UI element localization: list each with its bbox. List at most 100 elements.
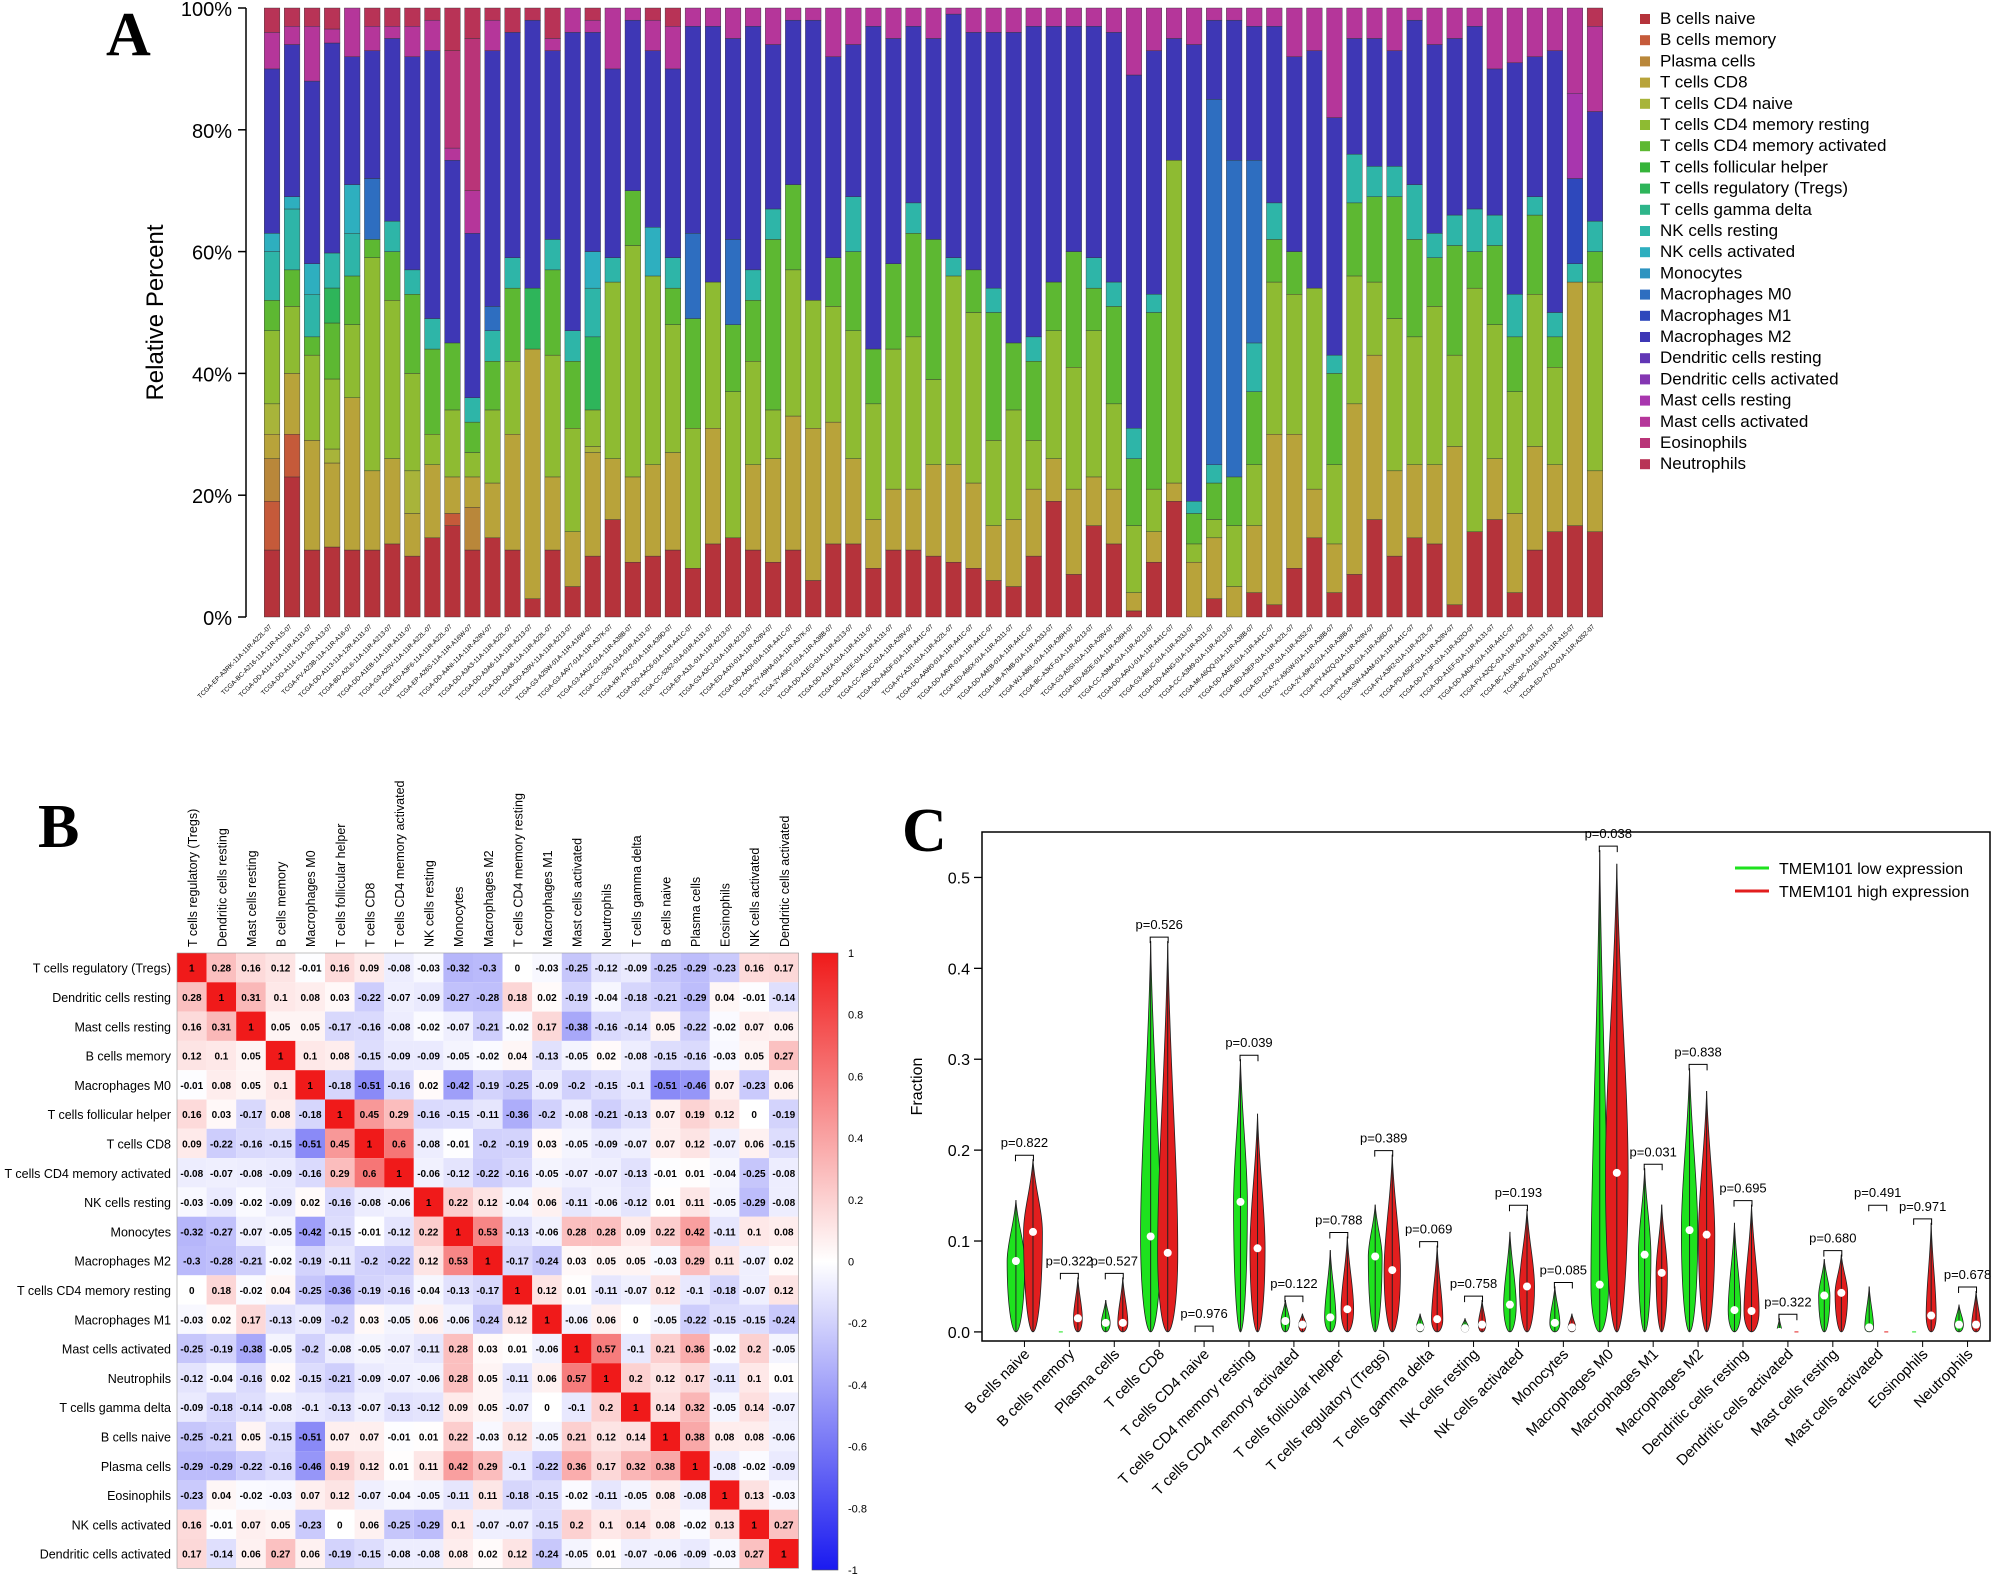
bar-segment xyxy=(1566,263,1583,283)
cell-value: -0.15 xyxy=(328,1227,351,1238)
cell-value: -0.18 xyxy=(506,1491,529,1502)
bar-segment xyxy=(1025,26,1042,338)
cell-value: -0.02 xyxy=(506,1022,529,1033)
heatmap-cell xyxy=(739,982,769,1012)
bar-segment xyxy=(945,7,962,15)
cell-value: -0.29 xyxy=(180,1462,203,1473)
bar-segment xyxy=(1386,7,1403,51)
cell-value: -0.06 xyxy=(417,1169,440,1180)
median-point xyxy=(1101,1318,1110,1327)
bar-segment xyxy=(1506,391,1523,514)
heatmap-cell xyxy=(236,1040,266,1071)
significance-bracket xyxy=(1284,1295,1304,1303)
heatmap-cell xyxy=(354,1011,385,1041)
bar-segment xyxy=(1446,354,1463,447)
legend-label: Monocytes xyxy=(1660,263,1742,282)
median-point xyxy=(1326,1313,1335,1322)
cell-value: -0.18 xyxy=(210,1403,233,1414)
bar-segment xyxy=(1466,26,1483,210)
heatmap-cell xyxy=(443,1187,473,1217)
cell-value: 1 xyxy=(603,1374,609,1385)
cell-value: -0.13 xyxy=(269,1315,292,1326)
plot-frame xyxy=(981,831,1991,1342)
cell-value: 0.21 xyxy=(567,1432,587,1443)
cell-value: -0.06 xyxy=(654,1550,677,1561)
bar-segment xyxy=(404,513,421,557)
median-point xyxy=(1837,1288,1846,1297)
heatmap-cell xyxy=(177,1070,207,1100)
cell-value: -0.42 xyxy=(299,1227,322,1238)
cell-value: 0.42 xyxy=(685,1227,705,1238)
cell-value: 1 xyxy=(663,1432,669,1443)
bar-segment xyxy=(845,196,862,252)
bar-segment xyxy=(1005,409,1022,520)
bar-segment xyxy=(404,56,421,271)
bar-segment xyxy=(865,568,882,618)
heatmap-cell xyxy=(709,1363,740,1393)
heatmap-cell xyxy=(325,1246,355,1276)
bar-segment xyxy=(1085,7,1102,27)
heatmap-cell xyxy=(354,1128,385,1159)
cell-value: -0.28 xyxy=(476,993,499,1004)
x-tick-label: TCGA-DD-A3A8-11A-11R-A22L-07 xyxy=(477,623,554,700)
bar-segment xyxy=(1246,592,1263,618)
cell-value: 0.07 xyxy=(656,1110,676,1121)
bar-segment xyxy=(664,287,681,325)
heatmap-cell xyxy=(236,1187,266,1217)
row-label: Dendritic cells activated xyxy=(40,1548,171,1562)
cell-value: 0.31 xyxy=(212,1022,232,1033)
heatmap-cell xyxy=(769,953,799,983)
significance-bracket xyxy=(1823,1250,1843,1257)
cell-value: -0.15 xyxy=(743,1315,766,1326)
bar-segment xyxy=(1065,488,1082,575)
y-tick-label: 0.5 xyxy=(948,870,970,887)
cell-value: 0.03 xyxy=(567,1257,587,1268)
cell-value: -0.19 xyxy=(506,1139,529,1150)
heatmap-cell xyxy=(769,1040,799,1071)
heatmap-cell xyxy=(236,1275,266,1305)
heatmap-cell xyxy=(709,1421,740,1452)
bar-segment xyxy=(1546,464,1563,532)
bar-segment xyxy=(644,7,661,21)
legend-label: Macrophages M2 xyxy=(1660,327,1791,346)
bar-segment xyxy=(584,32,601,252)
heatmap-cell xyxy=(739,1246,769,1276)
bar-segment xyxy=(1406,184,1423,240)
legend-label: NK cells activated xyxy=(1660,242,1795,261)
heatmap-cell xyxy=(650,1304,681,1334)
heatmap-cell xyxy=(265,1070,296,1100)
row-label: NK cells activated xyxy=(72,1518,171,1532)
heatmap-cell xyxy=(621,1070,651,1100)
cell-value: -0.51 xyxy=(358,1081,381,1092)
row-label: Macrophages M2 xyxy=(74,1255,171,1269)
cell-value: 1 xyxy=(544,1315,550,1326)
heatmap-cell xyxy=(295,1451,325,1481)
cell-value: -0.06 xyxy=(417,1374,440,1385)
heatmap-cell xyxy=(709,1158,740,1188)
legend-label: NK cells resting xyxy=(1660,221,1778,240)
median-point xyxy=(1522,1282,1531,1291)
bar-segment xyxy=(1266,202,1283,240)
heatmap-cell xyxy=(384,1040,414,1071)
cell-value: -0.25 xyxy=(654,964,677,975)
bar-segment xyxy=(1406,336,1423,465)
heatmap-cell xyxy=(739,1480,769,1510)
bar-segment xyxy=(1386,470,1403,557)
cell-value: 1 xyxy=(396,1169,402,1180)
column-label: T cells gamma delta xyxy=(630,835,644,947)
heatmap-cell xyxy=(354,1509,385,1539)
cell-value: 0.19 xyxy=(330,1462,350,1473)
cell-value: -0.01 xyxy=(743,993,766,1004)
bar-segment xyxy=(704,281,722,429)
legend-swatch xyxy=(1640,204,1650,215)
cell-value: 0.01 xyxy=(389,1462,409,1473)
bar-segment xyxy=(865,7,882,27)
bar-segment xyxy=(1125,428,1142,459)
cell-value: -0.08 xyxy=(388,1550,411,1561)
bar-segment xyxy=(624,7,641,21)
heatmap-cell xyxy=(354,1392,385,1422)
cell-value: -0.2 xyxy=(331,1315,349,1326)
bar-segment xyxy=(604,68,621,258)
heatmap-cell xyxy=(561,1099,592,1129)
heatmap-cell xyxy=(295,1070,325,1100)
